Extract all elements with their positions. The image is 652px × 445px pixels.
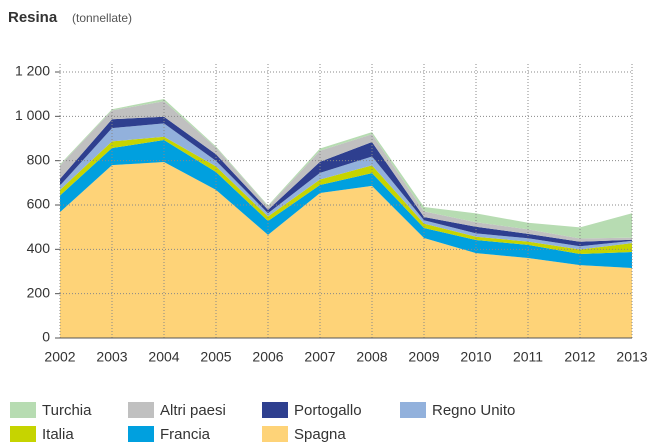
legend-label: Turchia [42,402,92,419]
legend-swatch [400,402,426,418]
legend-label: Regno Unito [432,402,515,419]
legend-label: Altri paesi [160,402,226,419]
legend-swatch [10,402,36,418]
y-tick-label: 200 [27,284,51,300]
x-tick-label: 2008 [356,349,387,365]
area [60,101,632,242]
x-tick-label: 2011 [513,349,543,365]
y-tick-label: 1 200 [15,63,50,79]
x-tick-label: 2010 [460,349,491,365]
chart-title: Resina [8,9,58,26]
chart-subtitle: (tonnellate) [72,11,132,25]
y-tick-label: 600 [27,196,51,212]
x-tick-label: 2009 [408,349,439,365]
x-tick-label: 2005 [200,349,231,365]
labels: 0 200 400 600 800 1 000 1 200 2002 2003 2004 2005 2… [10,63,648,443]
legend-swatch [262,426,288,442]
y-tick-label: 400 [27,240,51,256]
legend-swatch [128,426,154,442]
x-tick-label: 2004 [148,349,179,365]
area [60,116,632,247]
legend-swatch [10,426,36,442]
y-tick-label: 0 [42,329,50,345]
area [60,140,632,268]
x-tick-label: 2012 [564,349,595,365]
y-tick-label: 800 [27,151,51,167]
legend-label: Portogallo [294,402,362,419]
x-tick-label: 2013 [616,349,647,365]
x-tick-label: 2007 [304,349,335,365]
legend-label: Italia [42,426,74,443]
legend-label: Francia [160,426,211,443]
area [60,123,632,250]
y-tick-label: 1 000 [15,107,50,123]
areas [60,99,632,338]
legend-label: Spagna [294,426,346,443]
grid [55,64,633,339]
legend-swatch [128,402,154,418]
x-tick-label: 2003 [96,349,127,365]
x-tick-label: 2006 [252,349,283,365]
x-tick-label: 2002 [44,349,75,365]
legend-swatch [262,402,288,418]
